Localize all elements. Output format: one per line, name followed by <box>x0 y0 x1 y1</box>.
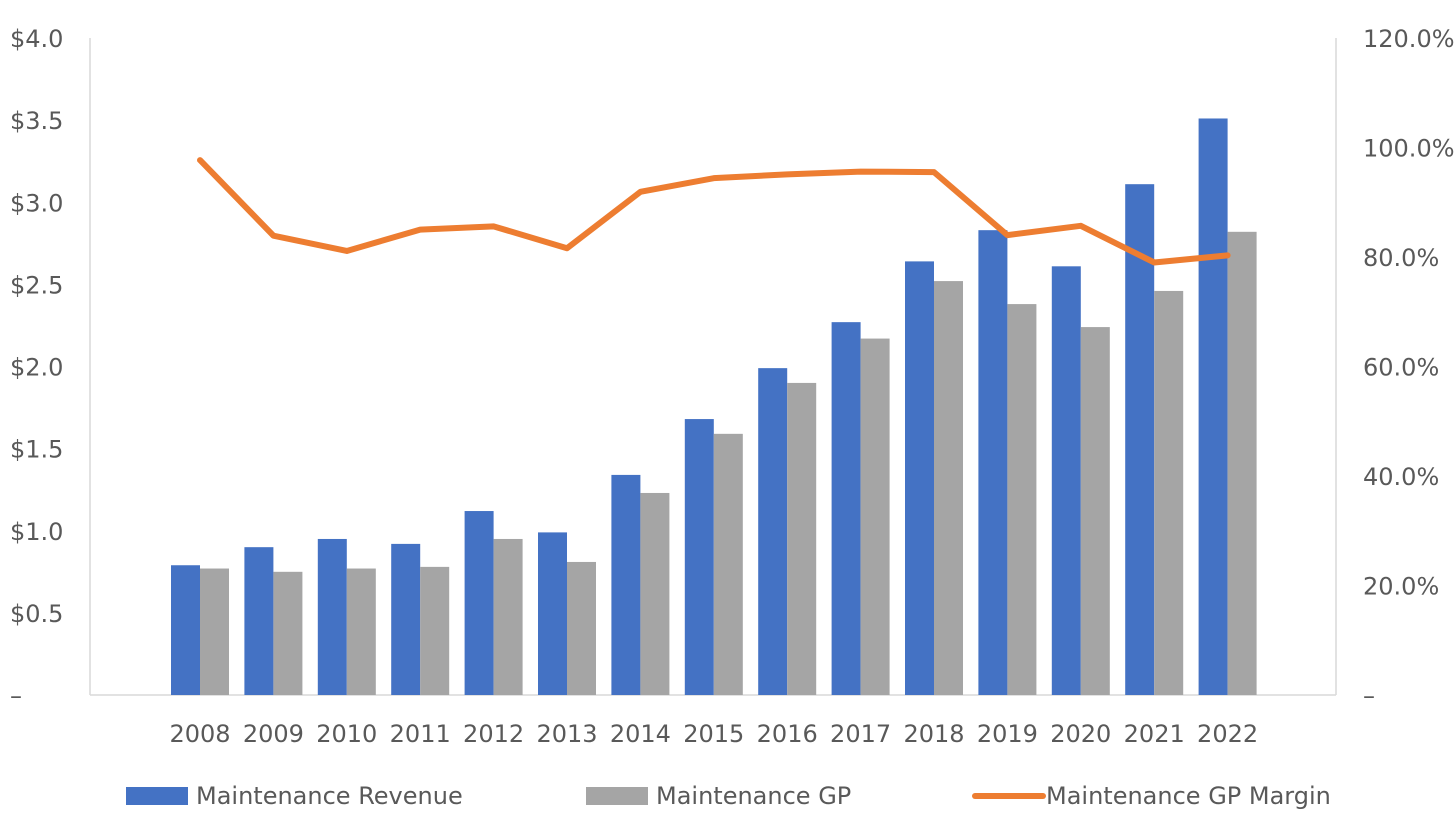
y-right-tick-label: 60.0% <box>1363 354 1439 382</box>
bar-maintenance-gp <box>273 571 303 695</box>
y-left-tick-label: $3.5 <box>10 107 63 135</box>
bar-maintenance-gp <box>1154 290 1184 695</box>
bar-maintenance-gp <box>713 433 743 695</box>
x-tick-label: 2015 <box>683 720 744 748</box>
legend-item-maintenance-revenue: Maintenance Revenue <box>126 778 463 814</box>
x-tick-label: 2012 <box>463 720 524 748</box>
bar-maintenance-gp <box>567 561 596 695</box>
bar-maintenance-revenue <box>1051 266 1081 695</box>
bar-maintenance-revenue <box>538 532 567 695</box>
bar-maintenance-revenue <box>905 261 934 695</box>
combo-chart: – $0.5 $1.0 $1.5 $2.0 $2.5 $3.0 $3.5 $4.0 – 20.0% 4… <box>10 25 1455 748</box>
legend-swatch-gp <box>586 787 648 805</box>
bar-maintenance-gp <box>1227 231 1257 695</box>
bar-maintenance-gp <box>1080 327 1110 695</box>
bar-maintenance-revenue <box>1198 118 1228 696</box>
y-left-tick-label: $2.0 <box>10 354 63 382</box>
x-tick-label: 2019 <box>977 720 1038 748</box>
bar-maintenance-revenue <box>611 474 641 695</box>
y-left-tick-label: $1.0 <box>10 518 63 546</box>
legend-swatch-margin <box>972 793 1046 799</box>
x-tick-label: 2018 <box>903 720 964 748</box>
bar-maintenance-gp <box>1007 304 1037 695</box>
x-tick-label: 2009 <box>243 720 304 748</box>
x-tick-label: 2022 <box>1197 720 1258 748</box>
y-right-tick-label: 120.0% <box>1363 25 1455 53</box>
y-right-tick-label: 40.0% <box>1363 463 1439 491</box>
x-tick-label: 2016 <box>757 720 818 748</box>
x-tick-label: 2010 <box>316 720 377 748</box>
bar-maintenance-gp <box>787 382 817 695</box>
bar-maintenance-gp <box>860 338 890 695</box>
x-tick-label: 2017 <box>830 720 891 748</box>
bar-maintenance-gp <box>640 492 670 695</box>
bar-maintenance-revenue <box>244 547 274 695</box>
y-left-tick-label: $2.5 <box>10 271 63 299</box>
y-right-tick-label: 100.0% <box>1363 135 1455 163</box>
bar-maintenance-revenue <box>831 322 861 695</box>
x-tick-label: 2008 <box>169 720 230 748</box>
bar-maintenance-revenue <box>171 565 200 695</box>
line-maintenance-gp-margin <box>197 157 1231 266</box>
bar-maintenance-revenue <box>758 368 788 695</box>
bar-maintenance-revenue <box>464 511 494 695</box>
bar-maintenance-revenue <box>978 230 1008 696</box>
y-left-tick-label: – <box>10 682 22 710</box>
y-left-tick-label: $3.0 <box>10 189 63 217</box>
bar-maintenance-gp <box>493 538 523 695</box>
y-left-tick-label: $0.5 <box>10 600 63 628</box>
y-left-tick-label: $1.5 <box>10 436 63 464</box>
legend-label-gp: Maintenance GP <box>656 782 852 810</box>
bar-maintenance-gp <box>346 568 376 695</box>
x-tick-label: 2013 <box>536 720 597 748</box>
legend-item-maintenance-gp: Maintenance GP <box>586 778 851 814</box>
y-right-tick-label: 20.0% <box>1363 573 1439 601</box>
bar-maintenance-revenue <box>1125 184 1155 695</box>
legend: Maintenance Revenue Maintenance GP Maint… <box>0 778 1456 814</box>
bar-maintenance-gp <box>420 566 450 695</box>
x-tick-label: 2011 <box>390 720 451 748</box>
bar-maintenance-revenue <box>684 419 714 695</box>
legend-label-revenue: Maintenance Revenue <box>196 782 463 810</box>
bar-maintenance-gp <box>200 568 229 695</box>
legend-item-maintenance-gp-margin: Maintenance GP Margin <box>972 778 1331 814</box>
y-right-tick-label: 80.0% <box>1363 244 1439 272</box>
x-tick-label: 2021 <box>1124 720 1185 748</box>
bar-maintenance-revenue <box>317 538 347 695</box>
legend-swatch-revenue <box>126 787 188 805</box>
bar-maintenance-revenue <box>391 543 421 695</box>
y-left-tick-label: $4.0 <box>10 25 63 53</box>
legend-label-margin: Maintenance GP Margin <box>1046 782 1331 810</box>
x-tick-label: 2020 <box>1050 720 1111 748</box>
y-right-tick-label: – <box>1363 682 1375 710</box>
bar-maintenance-gp <box>934 281 963 695</box>
x-tick-label: 2014 <box>610 720 671 748</box>
